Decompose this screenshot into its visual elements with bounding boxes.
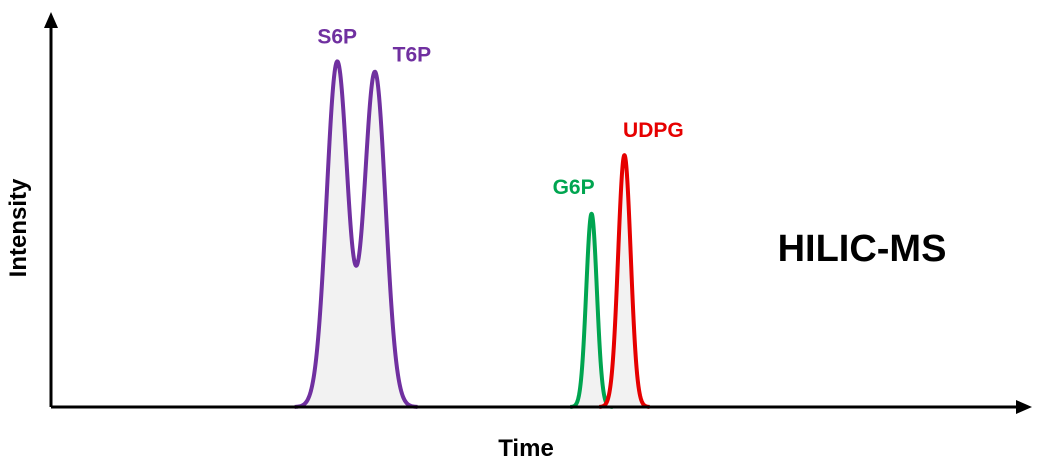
peak-area-s6p-t6p [294, 61, 418, 407]
trace-udpg [597, 153, 652, 409]
x-axis-arrowhead [1016, 400, 1032, 414]
y-axis-label: Intensity [5, 178, 32, 277]
y-axis-arrowhead [44, 12, 58, 28]
peak-area-udpg [599, 155, 650, 407]
chromatogram-traces: S6P T6P G6P UDPG [293, 25, 684, 409]
peak-label-t6p: T6P [393, 44, 432, 67]
peak-label-s6p: S6P [317, 25, 357, 48]
method-annotation: HILIC-MS [778, 228, 947, 270]
trace-s6p-t6p [293, 59, 419, 409]
peak-label-udpg: UDPG [623, 119, 684, 142]
peak-label-g6p: G6P [553, 176, 595, 199]
x-axis-label: Time [498, 435, 554, 462]
peak-area-g6p [570, 213, 613, 407]
